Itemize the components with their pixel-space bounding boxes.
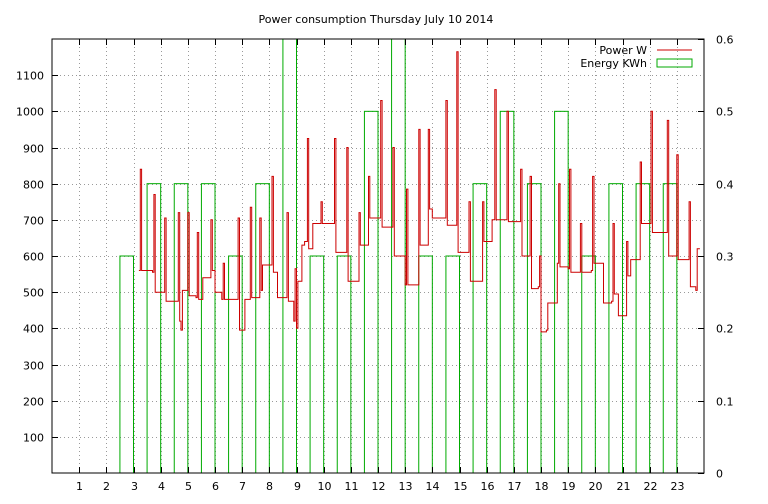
power-line [138,51,700,333]
y2-tick-label: 0.4 [716,179,734,192]
x-tick-label: 20 [589,480,603,493]
x-tick-label: 16 [481,480,495,493]
legend: Power W Energy KWh [580,44,693,70]
y2-tick-label: 0.2 [716,323,734,336]
y-tick-label: 700 [23,215,44,228]
axis-ticks: 1 2 3 4 5 6 7 8 9 10 11 12 13 14 15 16 17 18 19 20 21 22 23100… [16,34,734,494]
x-tick-label: 23 [671,480,685,493]
chart-title: Power consumption Thursday July 10 2014 [259,13,494,26]
legend-label-energy: Energy KWh [580,57,647,70]
x-tick-label: 22 [644,480,658,493]
x-tick-label: 21 [617,480,631,493]
legend-swatch-energy [656,58,693,68]
x-tick-label: 10 [318,480,332,493]
x-tick-label: 6 [212,480,219,493]
y-tick-label: 900 [23,143,44,156]
power-series [138,51,700,333]
x-tick-label: 14 [426,480,440,493]
y-tick-label: 400 [23,323,44,336]
x-tick-label: 18 [535,480,549,493]
legend-label-power: Power W [599,44,647,57]
x-tick-label: 12 [372,480,386,493]
y-tick-label: 600 [23,251,44,264]
x-tick-label: 19 [562,480,576,493]
y-tick-label: 200 [23,396,44,409]
x-tick-label: 1 [76,480,83,493]
y-tick-label: 1000 [16,106,44,119]
y2-tick-label: 0 [716,468,723,481]
x-tick-label: 9 [294,480,301,493]
y-tick-label: 500 [23,287,44,300]
y2-tick-label: 0.1 [716,396,734,409]
y-tick-label: 800 [23,179,44,192]
x-tick-label: 11 [345,480,359,493]
x-tick-label: 17 [508,480,522,493]
x-tick-label: 8 [266,480,273,493]
y2-tick-label: 0.5 [716,106,734,119]
x-tick-label: 4 [158,480,165,493]
x-tick-label: 2 [103,480,110,493]
y2-tick-label: 0.3 [716,251,734,264]
y-tick-label: 300 [23,360,44,373]
y-tick-label: 1100 [16,70,44,83]
x-tick-label: 7 [239,480,246,493]
x-tick-label: 3 [131,480,138,493]
x-tick-label: 5 [185,480,192,493]
x-tick-label: 13 [399,480,413,493]
y-tick-label: 100 [23,432,44,445]
x-tick-label: 15 [454,480,468,493]
y2-tick-label: 0.6 [716,34,734,47]
